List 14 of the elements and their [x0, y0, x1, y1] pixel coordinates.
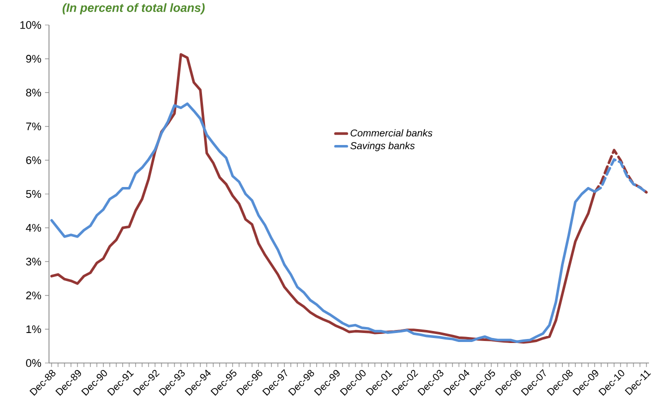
y-tick-label: 7%	[26, 122, 42, 130]
y-tick-label: 5%	[26, 190, 42, 198]
y-tick-label: 2%	[26, 292, 42, 300]
legend-label: Commercial banks	[350, 129, 432, 137]
chart-title: (In percent of total loans)	[62, 3, 205, 14]
y-tick-label: 1%	[26, 325, 42, 334]
y-tick-label: 10%	[20, 21, 42, 29]
y-tick-label: 3%	[26, 258, 42, 266]
y-tick-label: 4%	[26, 224, 42, 232]
y-tick-label: 8%	[26, 88, 42, 96]
y-tick-label: 6%	[26, 156, 42, 164]
y-tick-label: 0%	[26, 359, 42, 367]
y-tick-label: 9%	[26, 54, 42, 63]
legend-label: Savings banks	[350, 142, 415, 152]
